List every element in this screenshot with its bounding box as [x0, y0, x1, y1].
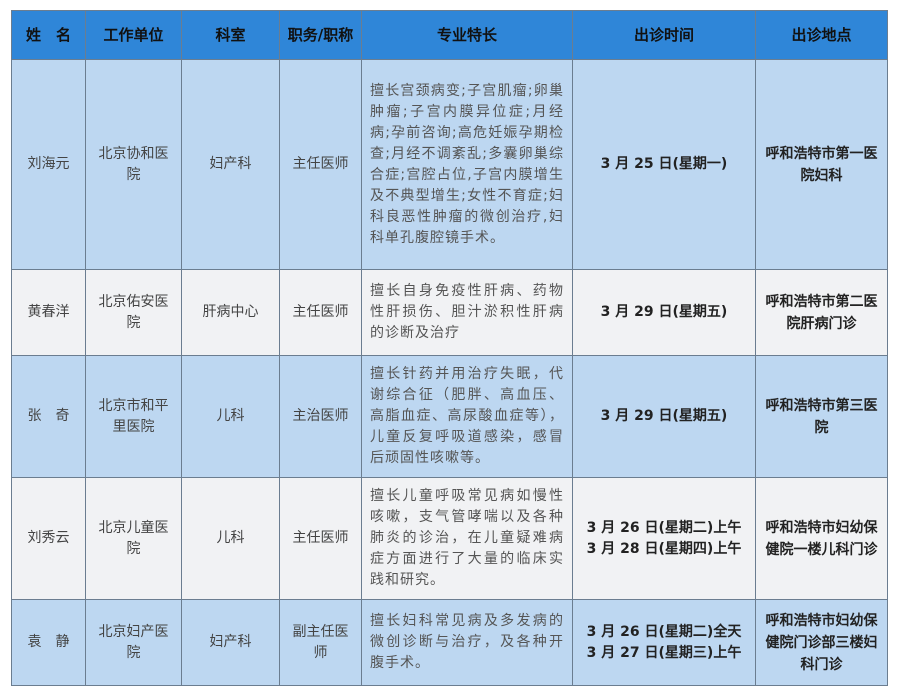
clinic-time: 3 月 26 日(星期二)上午 3 月 28 日(星期四)上午 [572, 477, 756, 600]
doctor-name: 刘秀云 [11, 477, 86, 600]
table-row: 刘海元 北京协和医院 妇产科 主任医师 擅长宫颈病变;子宫肌瘤;卵巢肿瘤;子宫内膜异位症… [11, 59, 888, 270]
doctor-name: 刘海元 [11, 59, 86, 270]
department: 儿科 [181, 477, 280, 600]
clinic-time-line: 3 月 27 日(星期三)上午 [586, 644, 742, 661]
clinic-time-line: 3 月 26 日(星期二)上午 [586, 519, 742, 536]
department: 儿科 [181, 355, 280, 478]
clinic-time-line: 3 月 29 日(星期五) [600, 304, 728, 320]
doctor-name: 张 奇 [11, 355, 86, 478]
specialty: 擅长宫颈病变;子宫肌瘤;卵巢肿瘤;子宫内膜异位症;月经病;孕前咨询;高危妊娠孕期… [361, 59, 573, 270]
work-unit: 北京佑安医院 [85, 269, 182, 356]
clinic-time-line: 3 月 25 日(星期一) [600, 156, 728, 172]
clinic-place: 呼和浩特市第三医院 [755, 355, 888, 478]
job-title: 副主任医师 [279, 599, 362, 686]
table-row: 张 奇北京市和平里医院 儿科 主治医师 擅长针药并用治疗失眠，代谢综合征（肥胖、高血压… [11, 355, 888, 478]
clinic-time-line: 3 月 28 日(星期四)上午 [586, 540, 742, 557]
table-row: 黄春洋 北京佑安医院 肝病中心 主任医师 擅长自身免疫性肝病、药物性肝损伤、胆汁淤积性肝… [11, 269, 888, 356]
work-unit: 北京儿童医院 [85, 477, 182, 600]
header-dept: 科室 [181, 10, 280, 60]
schedule-table: 姓 名 工作单位 科室 职务/职称 专业特长 出诊时间 出诊地点 刘海元 北京协和… [11, 10, 888, 686]
specialty: 擅长儿童呼吸常见病如慢性咳嗽，支气管哮喘以及各种肺炎的诊治，在儿童疑难病症方面进… [361, 477, 573, 600]
header-name: 姓 名 [11, 10, 86, 60]
clinic-time: 3 月 29 日(星期五) [572, 355, 756, 478]
job-title: 主治医师 [279, 355, 362, 478]
clinic-place: 呼和浩特市第二医院肝病门诊 [755, 269, 888, 356]
clinic-place: 呼和浩特市妇幼保健院门诊部三楼妇科门诊 [755, 599, 888, 686]
specialty: 擅长自身免疫性肝病、药物性肝损伤、胆汁淤积性肝病的诊断及治疗 [361, 269, 573, 356]
table-row: 袁 静北京妇产医院 妇产科 副主任医师 擅长妇科常见病及多发病的微创诊断与治疗，及各种… [11, 599, 888, 686]
department: 妇产科 [181, 599, 280, 686]
clinic-time: 3 月 26 日(星期二)全天 3 月 27 日(星期三)上午 [572, 599, 756, 686]
doctor-name: 袁 静 [11, 599, 86, 686]
header-place: 出诊地点 [755, 10, 888, 60]
specialty: 擅长妇科常见病及多发病的微创诊断与治疗，及各种开腹手术。 [361, 599, 573, 686]
department: 妇产科 [181, 59, 280, 270]
clinic-time: 3 月 25 日(星期一) [572, 59, 756, 270]
work-unit: 北京协和医院 [85, 59, 182, 270]
clinic-place: 呼和浩特市第一医院妇科 [755, 59, 888, 270]
clinic-time: 3 月 29 日(星期五) [572, 269, 756, 356]
doctor-name: 黄春洋 [11, 269, 86, 356]
department: 肝病中心 [181, 269, 280, 356]
job-title: 主任医师 [279, 477, 362, 600]
header-specialty: 专业特长 [361, 10, 573, 60]
header-title: 职务/职称 [279, 10, 362, 60]
job-title: 主任医师 [279, 59, 362, 270]
clinic-place: 呼和浩特市妇幼保健院一楼儿科门诊 [755, 477, 888, 600]
header-row: 姓 名 工作单位 科室 职务/职称 专业特长 出诊时间 出诊地点 [11, 10, 888, 60]
work-unit: 北京妇产医院 [85, 599, 182, 686]
clinic-time-line: 3 月 29 日(星期五) [600, 408, 728, 424]
job-title: 主任医师 [279, 269, 362, 356]
header-unit: 工作单位 [85, 10, 182, 60]
header-time: 出诊时间 [572, 10, 756, 60]
work-unit: 北京市和平里医院 [85, 355, 182, 478]
clinic-time-line: 3 月 26 日(星期二)全天 [586, 623, 742, 640]
table-row: 刘秀云 北京儿童医院 儿科 主任医师 擅长儿童呼吸常见病如慢性咳嗽，支气管哮喘以及各种肺… [11, 477, 888, 600]
specialty: 擅长针药并用治疗失眠，代谢综合征（肥胖、高血压、高脂血症、高尿酸血症等），儿童反… [361, 355, 573, 478]
